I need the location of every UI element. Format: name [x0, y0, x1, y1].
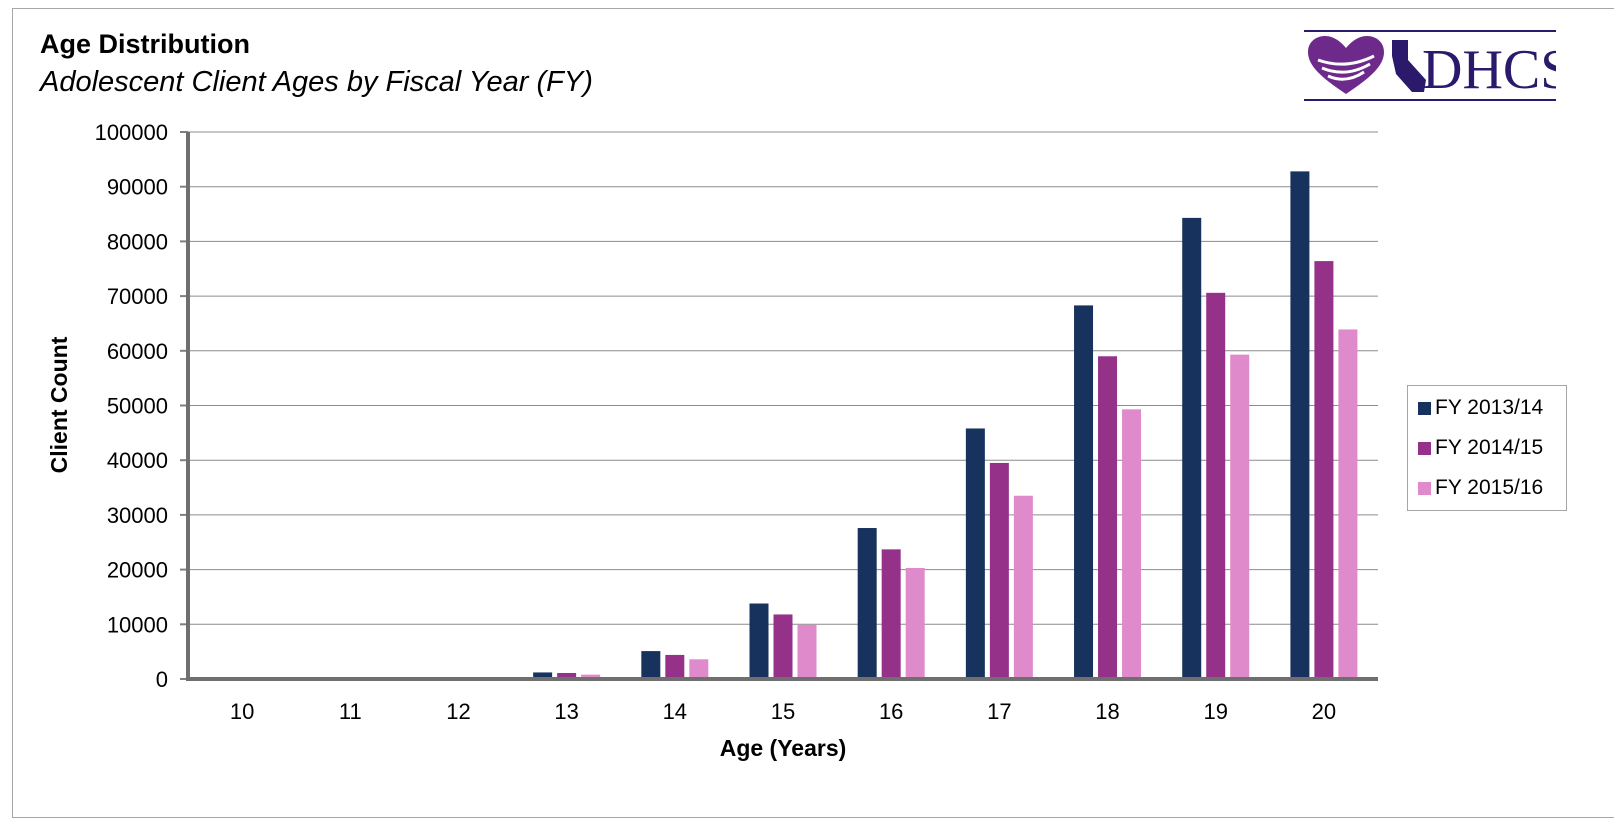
chart-title: Age Distribution: [40, 29, 250, 59]
x-tick-label: 18: [1095, 699, 1119, 724]
x-tick-label: 19: [1203, 699, 1227, 724]
chart-subtitle: Adolescent Client Ages by Fiscal Year (F…: [40, 66, 593, 98]
legend-label: FY 2014/15: [1435, 436, 1544, 459]
bar: [1314, 261, 1334, 679]
bar: [1206, 292, 1226, 679]
y-tick-label: 50000: [107, 394, 168, 419]
x-tick-label: 20: [1312, 699, 1336, 724]
x-tick-label: 10: [230, 699, 254, 724]
bar: [857, 528, 877, 679]
legend-swatch: [1418, 481, 1431, 495]
bar: [533, 672, 553, 679]
bar: [797, 624, 817, 679]
y-tick-label: 90000: [107, 175, 168, 200]
x-tick-label: 17: [987, 699, 1011, 724]
x-tick-label: 11: [339, 699, 362, 724]
bar: [1230, 354, 1250, 679]
axes: [186, 132, 1378, 681]
legend-item: FY 2014/15: [1418, 436, 1543, 460]
y-axis-title: Client Count: [46, 336, 72, 473]
y-tick-label: 60000: [107, 339, 168, 364]
bar: [1013, 495, 1033, 679]
bar: [1074, 305, 1094, 679]
x-tick-label: 14: [663, 699, 687, 724]
y-tick-label: 20000: [107, 558, 168, 583]
y-tick-label: 80000: [107, 229, 168, 254]
legend-item: FY 2013/14: [1418, 396, 1543, 420]
legend-item: FY 2015/16: [1418, 476, 1543, 500]
y-tick-label: 30000: [107, 503, 168, 528]
bar: [665, 654, 685, 679]
bar: [749, 603, 769, 679]
bar: [1290, 171, 1310, 679]
y-tick-label: 70000: [107, 284, 168, 309]
legend: FY 2013/14 FY 2014/15 FY 2015/16: [1407, 385, 1567, 511]
legend-label: FY 2015/16: [1435, 476, 1544, 499]
y-tick-label: 0: [156, 667, 168, 692]
bar: [689, 659, 709, 679]
bar: [581, 674, 601, 679]
x-tick-label: 16: [879, 699, 903, 724]
bar: [881, 549, 901, 679]
bar: [1182, 217, 1202, 679]
x-tick-label: 15: [771, 699, 795, 724]
y-tick-label: 40000: [107, 448, 168, 473]
bar: [1338, 329, 1358, 679]
x-tick-label: 13: [554, 699, 578, 724]
bar: [1098, 356, 1118, 679]
x-axis-title: Age (Years): [720, 735, 847, 761]
bar: [773, 614, 793, 679]
y-tick-label: 10000: [107, 612, 168, 637]
legend-label: FY 2013/14: [1435, 396, 1544, 419]
bar: [557, 672, 577, 679]
x-tick-label: 12: [446, 699, 470, 724]
bar: [965, 428, 985, 679]
legend-swatch: [1418, 441, 1431, 455]
x-axis-ticks: 10 11 12 13 14 15 16 17 18 19 20: [230, 699, 1336, 724]
dhcs-logo: DHCS: [1304, 30, 1556, 101]
bars: [533, 171, 1358, 679]
legend-swatch: [1418, 401, 1431, 415]
y-tick-label: 100000: [95, 120, 168, 145]
y-axis-ticks: 0 10000 20000 30000 40000 50000 60000 70000 8000…: [95, 120, 168, 692]
bar: [641, 651, 661, 679]
logo-text: DHCS: [1422, 39, 1556, 101]
bar: [1122, 409, 1142, 679]
bar: [905, 567, 925, 679]
heart-icon: [1308, 36, 1384, 94]
california-icon: [1392, 40, 1426, 92]
gridlines: [180, 131, 1378, 680]
bar: [989, 462, 1009, 679]
